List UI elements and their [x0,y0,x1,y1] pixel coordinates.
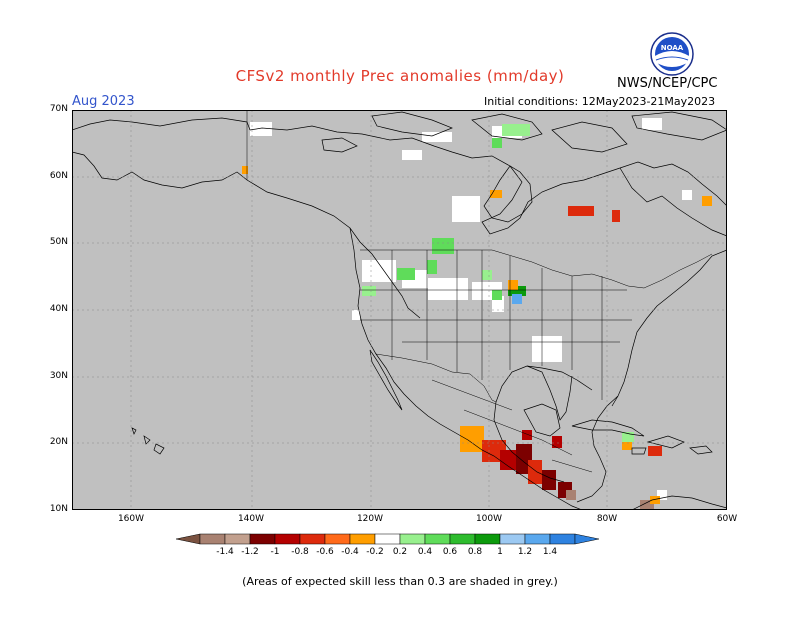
colorbar-tick-label: 1.4 [542,547,558,557]
colorbar-tick-label: 0.4 [417,547,433,557]
colorbar-segment [224,533,251,545]
colorbar-tick-label: -1.2 [241,547,259,557]
lon-label-100w: 100W [475,514,503,524]
anomaly-cell [500,450,518,470]
anomaly-cell [492,138,502,148]
colorbar-segment [324,533,351,545]
colorbar-segment [349,533,376,545]
colorbar-tick-label: 0.8 [467,547,483,557]
lat-label-10n: 10N [49,504,68,514]
lon-label-80w: 80W [596,514,618,524]
anomaly-cell [682,190,692,200]
lon-label-60w: 60W [716,514,738,524]
anomaly-cell [622,432,634,442]
anomaly-cell [402,150,422,160]
colorbar-segment [399,533,426,545]
lat-label-70n: 70N [49,104,68,114]
lat-label-60n: 60N [49,171,68,181]
colorbar-tick-label: -1 [270,547,280,557]
anomaly-cell [432,238,454,254]
anomaly-cell [528,460,542,484]
anomaly-cell [522,430,532,440]
anomaly-cell [502,124,530,136]
colorbar-tick-label: -0.8 [291,547,309,557]
lat-label-30n: 30N [49,371,68,381]
anomaly-cell [657,490,667,500]
anomaly-cell [542,470,556,490]
anomaly-cell [492,290,502,300]
anomaly-cell [427,260,437,274]
colorbar-arrow-right [574,533,600,545]
initial-conditions: Initial conditions: 12May2023-21May2023 [484,95,716,108]
colorbar-tick-label: 0.6 [442,547,458,557]
anomaly-cell [642,118,662,130]
colorbar-tick-label: -0.4 [341,547,359,557]
colorbar-segment [424,533,451,545]
colorbar-tick-label: 1.2 [517,547,533,557]
colorbar-tick-label: -0.6 [316,547,334,557]
colorbar-segment [374,533,401,545]
colorbar-segment [274,533,301,545]
anomaly-cell [648,446,662,456]
anomaly-cell [640,500,654,510]
colorbar-segment [474,533,501,545]
anomaly-cell [362,260,396,282]
anomaly-cell [512,294,522,304]
lat-label-20n: 20N [49,437,68,447]
political-borders [246,110,713,473]
anomaly-cell [612,210,620,222]
chart-title: CFSv2 monthly Prec anomalies (mm/day) [235,67,565,85]
map-frame [72,110,727,510]
anomaly-cell [508,280,518,290]
skill-note: (Areas of expected skill less than 0.3 a… [242,575,558,588]
anomaly-cell [532,336,562,362]
anomaly-cell [490,190,502,198]
svg-text:NOAA: NOAA [661,44,684,52]
forecast-month: Aug 2023 [72,94,135,109]
lon-label-120w: 120W [356,514,384,524]
colorbar-tick-label: 0.2 [392,547,408,557]
colorbar-segment [199,533,226,545]
lon-label-140w: 140W [237,514,265,524]
noaa-logo-icon: NOAA [650,32,694,76]
anomaly-cell [352,310,360,320]
map-panel [71,110,728,511]
colorbar-segment [524,533,551,545]
anomaly-cell [250,122,272,136]
colorbar-segment [499,533,526,545]
colorbar-tick-label: -0.2 [366,547,384,557]
anomaly-cell [482,270,492,280]
anomaly-cell [702,196,712,206]
colorbar-segment [249,533,276,545]
colorbar [175,533,600,545]
colorbar-arrow-left [175,533,201,545]
anomaly-cell [428,278,468,300]
anomaly-cell [650,496,660,504]
colorbar-segment [449,533,476,545]
anomaly-cell [397,268,415,280]
anomaly-cell [568,206,594,216]
anomaly-overlays [242,118,712,510]
colorbar-segment [299,533,326,545]
lat-label-50n: 50N [49,237,68,247]
colorbar-tick-label: -1.4 [216,547,234,557]
anomaly-cell [422,132,452,142]
lon-label-160w: 160W [117,514,145,524]
anomaly-cell [460,426,484,452]
colorbar-segment [549,533,576,545]
coastlines [71,111,728,511]
anomaly-cell [242,166,248,174]
lat-label-40n: 40N [49,304,68,314]
agency-label: NWS/NCEP/CPC [617,76,718,91]
anomaly-cell [566,490,576,500]
anomaly-cell [362,286,376,296]
anomaly-cell [452,196,480,222]
colorbar-tick-label: 1 [497,547,503,557]
anomaly-cell [508,286,526,296]
anomaly-cell [552,436,562,448]
anomaly-cell [622,442,632,450]
graticule [72,110,727,510]
